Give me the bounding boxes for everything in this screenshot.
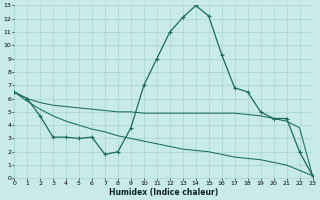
X-axis label: Humidex (Indice chaleur): Humidex (Indice chaleur) xyxy=(109,188,218,197)
